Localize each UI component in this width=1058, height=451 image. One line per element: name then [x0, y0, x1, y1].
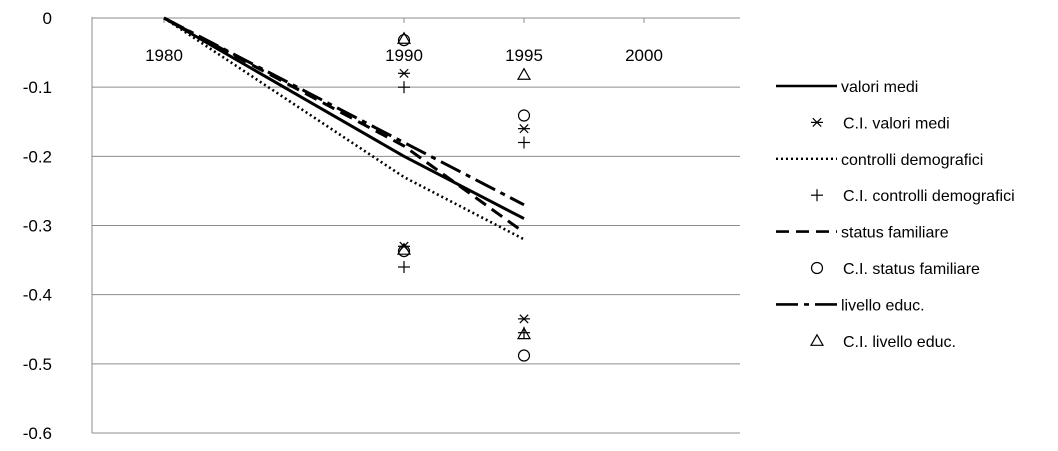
- y-tick-label: -0.3: [23, 217, 52, 236]
- ci-marker-plus: [398, 81, 410, 94]
- x-tick-label: 1990: [385, 46, 423, 65]
- legend-swatch-marker: [809, 333, 825, 346]
- gridlines: [92, 86, 740, 434]
- legend-item-1: valori medi: [776, 79, 918, 96]
- ci-marker-triangle: [516, 67, 532, 80]
- ci-marker-circle: [517, 109, 531, 122]
- x-tick-label: 1995: [505, 46, 543, 65]
- ci-marker-triangle: [396, 242, 412, 255]
- series-line-7: [163, 16, 525, 207]
- legend-item-5: status familiare: [776, 225, 949, 242]
- legend-label: C.I. livello educ.: [843, 334, 956, 351]
- legend-label: C.I. controlli demografici: [843, 188, 1015, 205]
- plot-area: [163, 16, 532, 362]
- ci-marker-circle: [397, 34, 411, 47]
- legend-swatch-marker: [810, 261, 824, 275]
- tick-labels: 0 -0.1 -0.2 -0.3 -0.4 -0.5 -0.6 1980 1990 1995 200…: [23, 9, 663, 443]
- y-tick-label: -0.6: [23, 424, 52, 443]
- legend-swatch-marker: [811, 189, 823, 202]
- ci-marker-plus: [518, 136, 530, 149]
- legend-label: valori medi: [841, 79, 918, 96]
- x-tick-label: 2000: [625, 46, 663, 65]
- legend: valori medi C.I. valori medi controlli dem…: [776, 79, 1015, 351]
- y-tick-label: -0.4: [23, 286, 52, 305]
- legend-item-7: livello educ.: [776, 297, 925, 314]
- axes: [91, 17, 740, 433]
- ci-marker-plus: [398, 261, 410, 273]
- legend-label: status familiare: [841, 225, 949, 242]
- legend-label: controlli demografici: [841, 152, 983, 169]
- y-tick-label: -0.1: [23, 78, 52, 97]
- legend-item-6: C.I. status familiare: [810, 261, 980, 278]
- legend-item-2: C.I. valori medi: [811, 115, 950, 132]
- series-line-1: [163, 16, 525, 220]
- ci-marker-circle: [397, 244, 411, 258]
- legend-item-8: C.I. livello educ.: [809, 333, 956, 351]
- x-tick-label: 1980: [145, 46, 183, 65]
- legend-label: C.I. status familiare: [843, 261, 980, 278]
- ci-marker-triangle: [396, 31, 412, 44]
- ci-marker-asterisk: [518, 124, 530, 134]
- legend-label: livello educ.: [841, 297, 925, 314]
- ci-marker-triangle: [516, 326, 532, 340]
- legend-item-3: controlli demografici: [776, 152, 983, 169]
- y-tick-label: 0: [43, 9, 52, 28]
- y-tick-label: -0.5: [23, 355, 52, 374]
- legend-item-4: C.I. controlli demografici: [811, 188, 1015, 205]
- legend-label: C.I. valori medi: [843, 115, 950, 132]
- legend-swatch-marker: [811, 117, 823, 128]
- y-tick-label: -0.2: [23, 147, 52, 166]
- ci-marker-asterisk: [518, 314, 530, 324]
- series-line-3: [163, 16, 525, 241]
- ci-marker-asterisk: [398, 68, 410, 78]
- ci-marker-circle: [517, 349, 531, 362]
